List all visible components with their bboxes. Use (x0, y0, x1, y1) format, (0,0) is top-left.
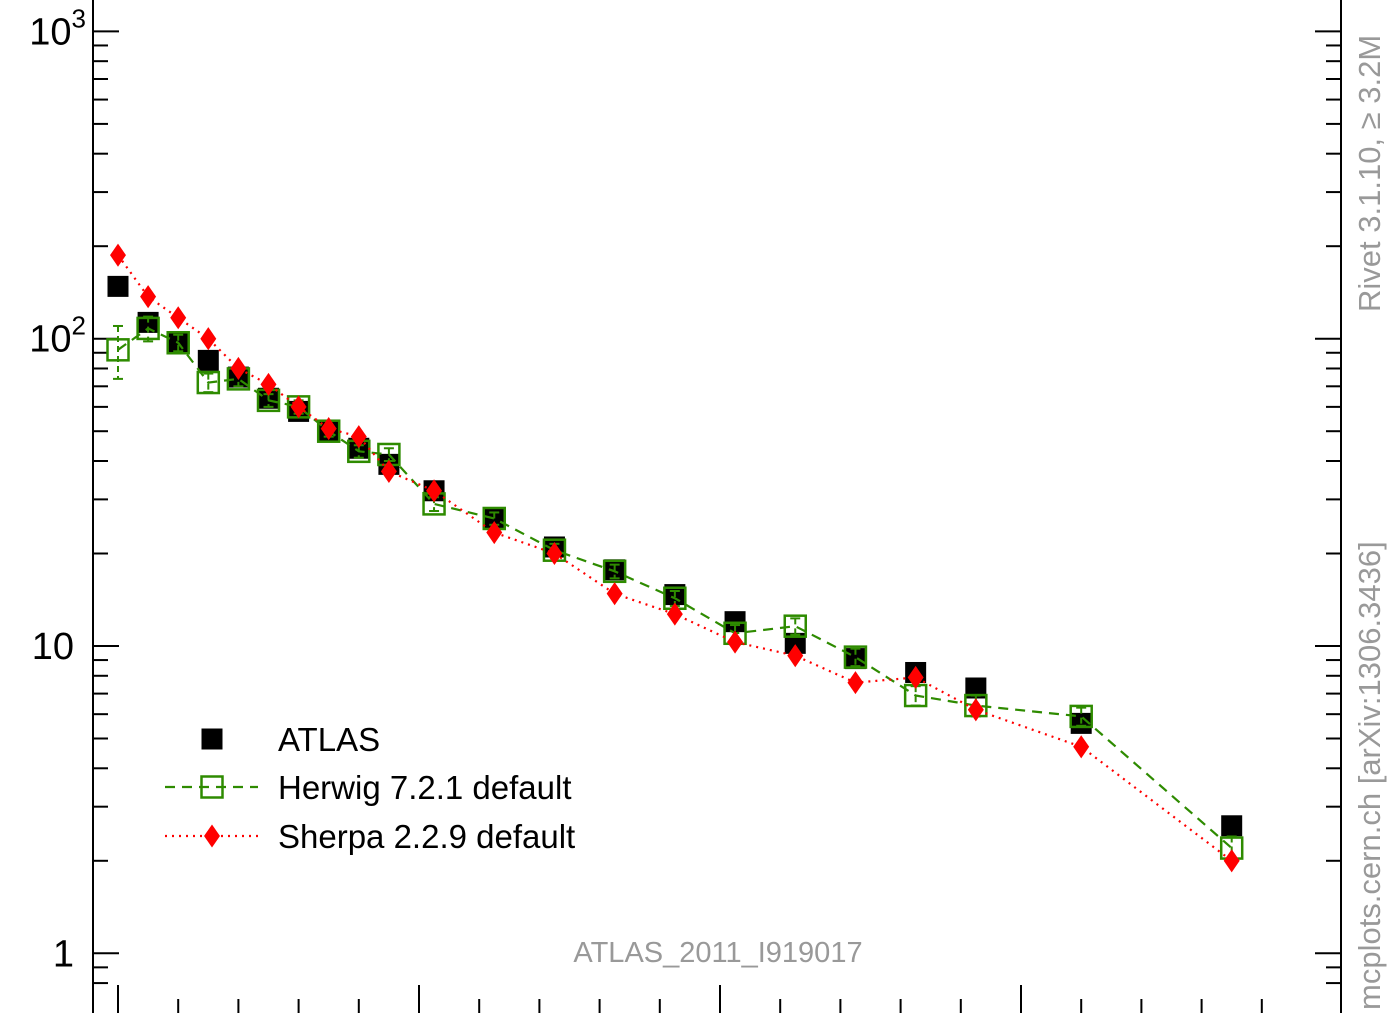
data-point-sherpa (727, 630, 744, 654)
series-2 (110, 243, 1240, 873)
data-point-sherpa (140, 285, 157, 309)
data-point-sherpa (1073, 735, 1090, 759)
data-point-herwig (783, 614, 807, 638)
data-point-herwig (1069, 704, 1093, 729)
data-point-sherpa (1223, 849, 1240, 873)
data-point-sherpa (230, 356, 247, 381)
legend-label: Herwig 7.2.1 default (278, 769, 572, 806)
data-point-herwig (106, 338, 130, 362)
plot-frame-border (92, 0, 1342, 1013)
data-point-atlas (784, 632, 806, 654)
legend: ATLAS Herwig 7.2.1 default Sherpa 2.2.9 de… (165, 721, 575, 855)
plot-frame (92, 0, 1342, 1013)
data-point-atlas (1221, 815, 1243, 837)
legend-label: Sherpa 2.2.9 default (278, 818, 575, 855)
data-point-herwig (196, 370, 221, 395)
legend-entry-1: Herwig 7.2.1 default (165, 769, 572, 806)
data-point-sherpa (426, 479, 443, 503)
data-point-sherpa (486, 520, 503, 545)
y-tick-label: 10 (32, 626, 74, 668)
data-point-herwig (136, 316, 160, 341)
data-point-herwig (200, 775, 224, 799)
data-point-atlas (201, 728, 223, 750)
y-tick-label-base: 1 (53, 933, 74, 975)
y-tick-label-base: 10 (32, 626, 74, 668)
mcplots-label: mcplots.cern.ch [arXiv:1306.3436] (1352, 541, 1387, 1010)
legend-entry-0: ATLAS (201, 721, 380, 758)
data-point-sherpa (380, 459, 397, 483)
series-layer (106, 243, 1244, 873)
legend-entry-2: Sherpa 2.2.9 default (165, 818, 575, 855)
data-point-sherpa (320, 417, 337, 441)
data-point-sherpa (290, 395, 307, 419)
analysis-label: ATLAS_2011_I919017 (573, 937, 862, 969)
data-point-sherpa (787, 644, 804, 668)
y-tick-label-exponent: 2 (72, 311, 86, 341)
data-point-sherpa (260, 372, 277, 396)
rivet-version-label: Rivet 3.1.10, ≥ 3.2M (1352, 35, 1387, 312)
data-point-sherpa (546, 541, 563, 566)
data-point-sherpa (967, 698, 984, 722)
data-point-sherpa (666, 602, 683, 626)
y-tick-label: 103 (29, 3, 86, 53)
legend-label: ATLAS (278, 721, 380, 758)
x-axis (117, 985, 1263, 1013)
data-point-sherpa (847, 671, 864, 695)
data-point-sherpa (907, 665, 924, 690)
data-point-sherpa (110, 243, 126, 267)
y-tick-label: 102 (29, 311, 86, 361)
data-point-sherpa (170, 306, 187, 330)
data-point-sherpa (200, 327, 217, 351)
data-point-atlas (483, 507, 505, 529)
data-point-atlas (965, 677, 987, 699)
data-point-herwig (166, 331, 190, 355)
y-tick-label: 1 (53, 933, 74, 975)
y-tick-label-exponent: 3 (72, 3, 86, 33)
data-point-sherpa (350, 425, 367, 449)
data-point-herwig (602, 559, 627, 584)
y-tick-label-base: 10 (29, 319, 71, 361)
data-point-atlas (197, 349, 219, 371)
data-point-sherpa (606, 582, 623, 606)
data-point-atlas (107, 275, 129, 297)
y-tick-label-base: 10 (29, 11, 71, 53)
data-point-sherpa (204, 824, 220, 848)
data-point-herwig (843, 645, 868, 669)
